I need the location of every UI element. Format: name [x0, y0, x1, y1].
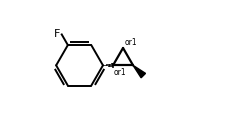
Polygon shape [133, 65, 145, 78]
Text: or1: or1 [113, 68, 126, 77]
Text: or1: or1 [124, 38, 137, 47]
Text: F: F [53, 30, 60, 39]
